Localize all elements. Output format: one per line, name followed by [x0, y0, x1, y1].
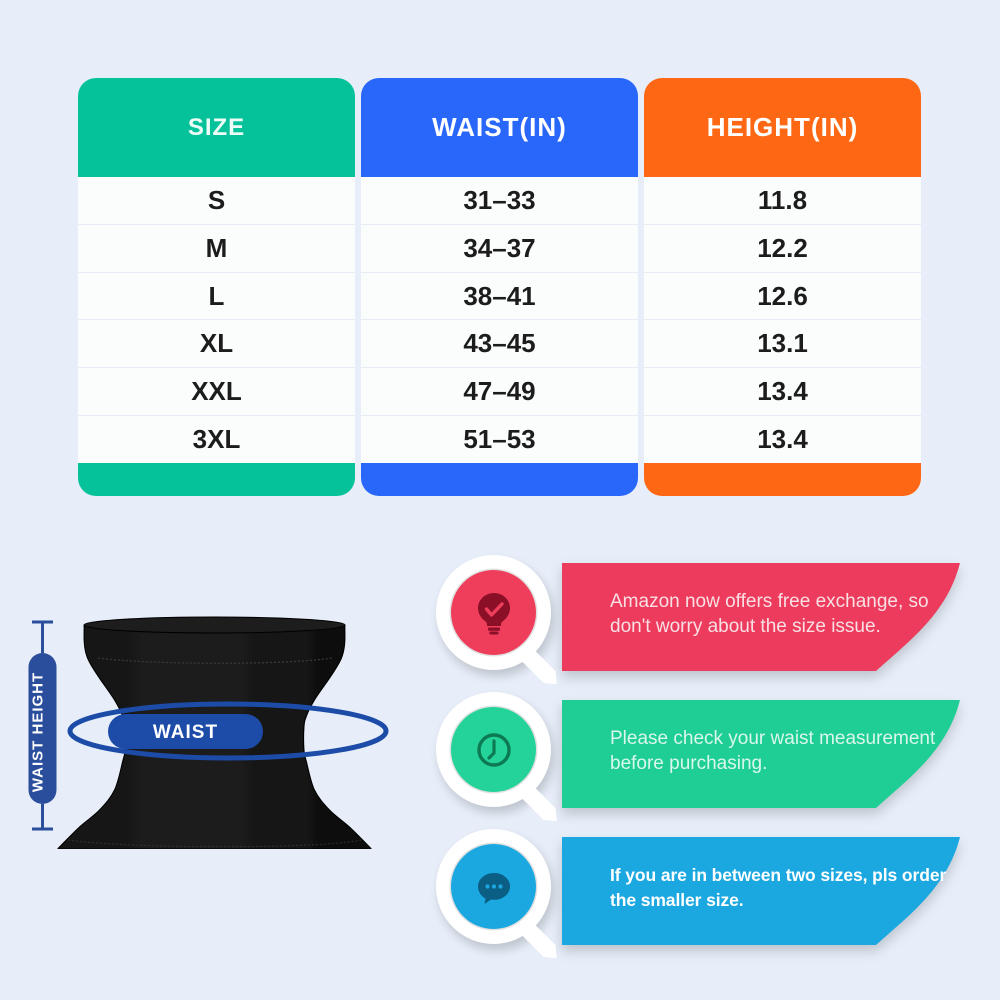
svg-text:WAIST HEIGHT: WAIST HEIGHT — [30, 672, 47, 792]
svg-text:WAIST: WAIST — [153, 722, 218, 743]
